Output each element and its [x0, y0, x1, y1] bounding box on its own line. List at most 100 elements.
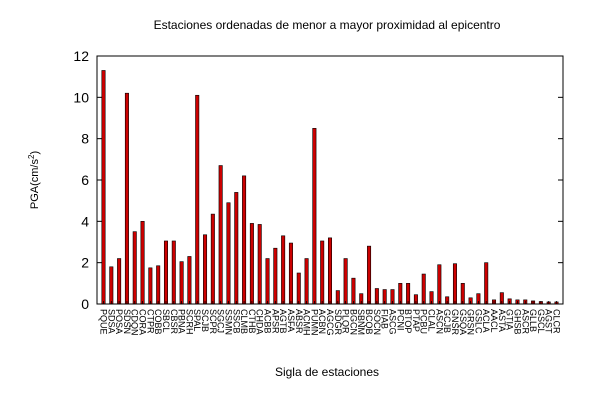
- bar: [398, 283, 403, 305]
- x-tick-label: GCJB: [442, 309, 452, 333]
- bar: [218, 165, 223, 305]
- bar: [101, 70, 106, 305]
- bar: [242, 175, 247, 305]
- y-tick-label: 10: [73, 89, 89, 105]
- x-tick-label: ASCR: [520, 309, 530, 335]
- x-tick-label: AACL: [489, 309, 499, 333]
- bar: [140, 221, 145, 305]
- bar: [234, 192, 239, 305]
- x-tick-label: ABSR: [294, 309, 304, 334]
- x-tick-label: ACBB: [263, 309, 273, 334]
- bar: [312, 128, 317, 305]
- bar: [265, 258, 270, 305]
- y-tick-label: 12: [73, 48, 89, 64]
- x-tick-label: PUMN: [309, 309, 319, 336]
- x-tick-label: SDSA: [106, 309, 116, 334]
- y-axis: 0 2 4 6 8 10 12: [73, 48, 563, 312]
- bar: [226, 202, 231, 305]
- x-tick-label: ASCN: [434, 309, 444, 334]
- x-tick-label: PTAP: [411, 309, 421, 332]
- x-tick-label: SDSN: [122, 309, 132, 334]
- x-tick-label: CTHB: [247, 309, 257, 334]
- x-tick-label: PCBU: [419, 309, 429, 334]
- bar: [452, 263, 457, 305]
- x-tick-label: GRSN: [466, 309, 476, 335]
- x-tick-label: FIAB: [380, 309, 390, 329]
- bar: [273, 247, 278, 305]
- bar: [437, 264, 442, 305]
- x-tick-label: SBNM: [356, 309, 366, 335]
- y-tick-label: 8: [81, 131, 89, 147]
- bar: [351, 277, 356, 305]
- x-tick-label: CBSR: [169, 309, 179, 335]
- bar: [343, 258, 348, 305]
- x-tick-label: SSMN: [223, 309, 233, 335]
- x-tick-label: ASFA: [286, 309, 296, 332]
- bar: [124, 92, 129, 305]
- bar: [156, 265, 161, 305]
- bar: [484, 262, 489, 305]
- chart-title: Estaciones ordenadas de menor a mayor pr…: [154, 18, 501, 32]
- x-tick-label: SPAL: [192, 309, 202, 331]
- x-tick-label: CLCR: [552, 309, 562, 334]
- bar: [187, 256, 192, 305]
- x-tick-label: PQUE: [99, 309, 109, 335]
- x-tick-label: BGCN: [348, 309, 358, 335]
- bar: [148, 267, 153, 305]
- x-tick-label: SBCL: [161, 309, 171, 333]
- x-tick-label: BCQB: [364, 309, 374, 335]
- y-tick-label: 4: [81, 213, 89, 229]
- x-tick-label: CHDA: [255, 309, 265, 335]
- bar: [296, 272, 301, 305]
- x-tick-label: SSCB: [231, 309, 241, 334]
- y-tick-label: 6: [81, 172, 89, 188]
- bar: [132, 231, 137, 305]
- x-tick-label: SCRH: [184, 309, 194, 335]
- bar: [179, 261, 184, 305]
- bar: [171, 240, 176, 305]
- bar: [288, 242, 293, 305]
- x-tick-label: GSCL: [536, 309, 546, 334]
- bar: [203, 234, 208, 305]
- x-tick-label: PCNI: [395, 309, 405, 331]
- bar: [281, 235, 286, 305]
- x-tick-label: CTPR: [145, 309, 155, 334]
- y-tick-label: 2: [81, 255, 89, 271]
- bar: [406, 283, 411, 305]
- x-axis-label: Sigla de estaciones: [275, 365, 379, 379]
- x-tick-label: ASTA: [497, 309, 507, 332]
- x-tick-label: AGST: [544, 309, 554, 334]
- x-tick-label: SOCN: [372, 309, 382, 335]
- bar: [327, 237, 332, 305]
- x-tick-label: APSR: [270, 309, 280, 334]
- x-axis: PQUESDSAPOSASDSNCDQNCORACTPRCOBBSBCLCBSR…: [99, 301, 562, 336]
- bar: [210, 213, 215, 305]
- x-tick-label: ACLA: [481, 309, 491, 333]
- bars-group: [101, 70, 559, 305]
- bar: [117, 258, 122, 305]
- x-tick-label: AGTB: [278, 309, 288, 334]
- bar: [304, 258, 309, 305]
- bar: [257, 224, 262, 305]
- x-tick-label: ACMH: [302, 309, 312, 336]
- x-tick-label: GSLC: [473, 309, 483, 334]
- bar: [421, 273, 426, 305]
- x-tick-label: CDQN: [130, 309, 140, 336]
- x-tick-label: ASCG: [387, 309, 397, 335]
- bar: [320, 240, 325, 305]
- bar: [460, 283, 465, 305]
- bar: [109, 266, 114, 305]
- x-tick-label: CLAL: [427, 309, 437, 332]
- y-axis-label: PGA(cm/s2): [27, 151, 41, 209]
- x-tick-label: COBB: [153, 309, 163, 335]
- x-tick-label: GTIA: [505, 309, 515, 330]
- x-tick-label: GSQA: [458, 309, 468, 335]
- x-tick-label: AGCG: [325, 309, 335, 336]
- x-tick-label: PBNA: [177, 309, 187, 334]
- x-tick-label: GNSR: [450, 309, 460, 336]
- x-tick-label: SGCJ: [216, 309, 226, 333]
- x-tick-label: ACBN: [317, 309, 327, 334]
- bar: [367, 245, 372, 305]
- bar: [249, 223, 254, 305]
